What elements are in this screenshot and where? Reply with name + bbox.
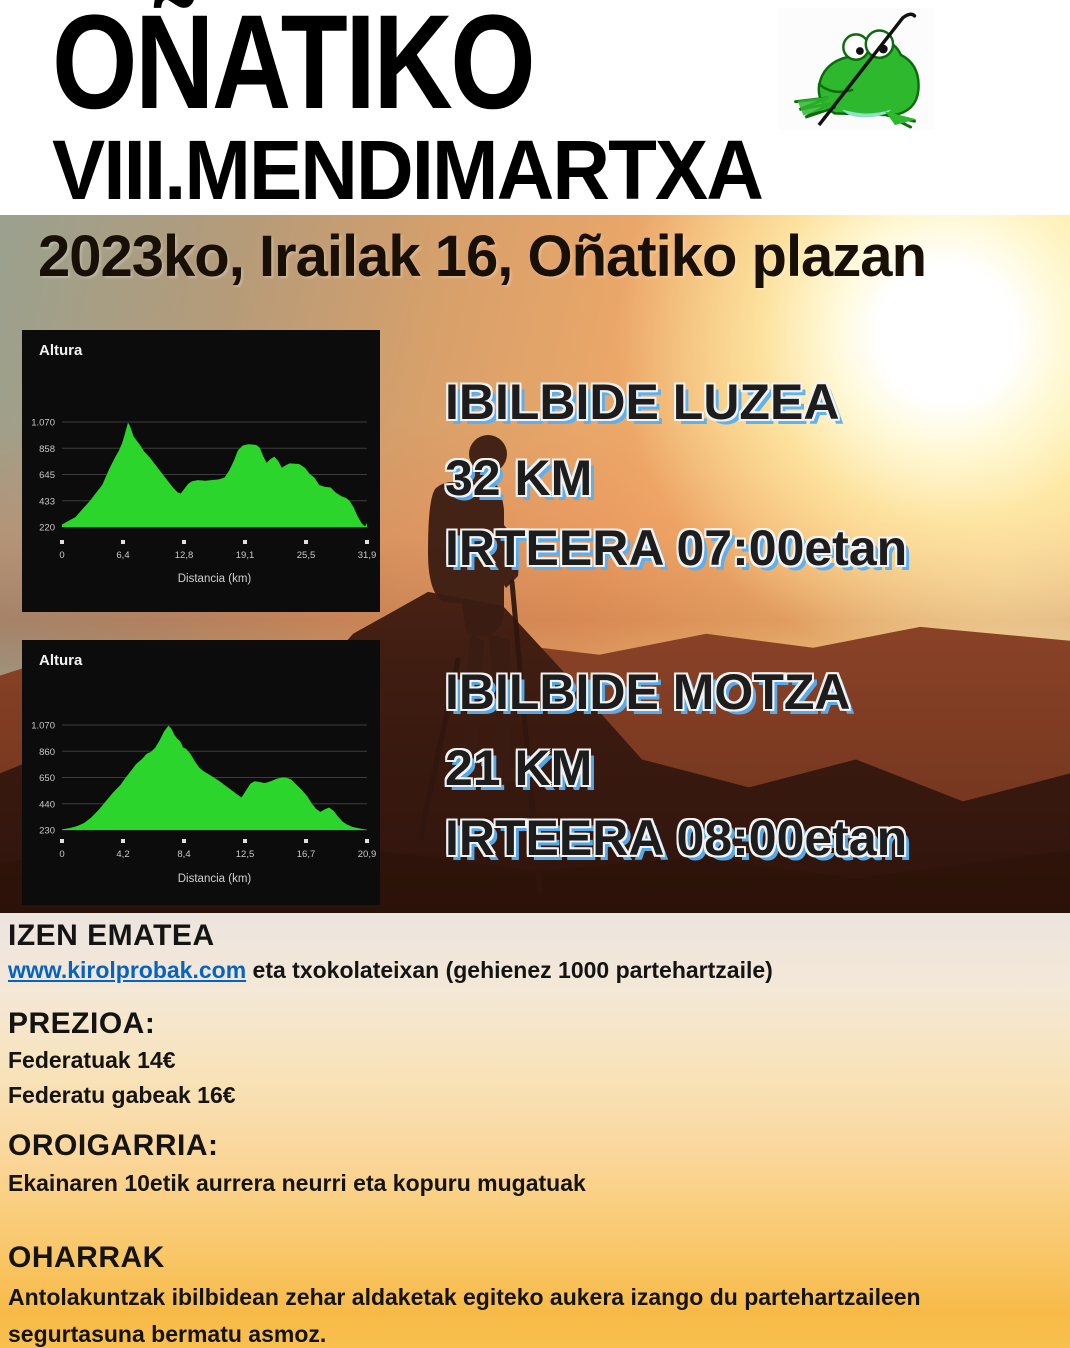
svg-text:0: 0 (59, 550, 64, 561)
notes-text: Antolakuntzak ibilbidean zehar aldaketak… (8, 1284, 921, 1347)
price-heading: PREZIOA: (8, 1007, 156, 1040)
event-subtitle: VIII.MENDIMARTXA (52, 123, 764, 217)
svg-text:0: 0 (59, 849, 64, 860)
frog-with-hiking-pole-icon (794, 12, 920, 129)
registration-line: www.kirolprobak.com eta txokolateixan (g… (8, 957, 773, 984)
short-route-distance: 21 KM (445, 740, 593, 796)
long-route-distance: 32 KM (445, 450, 593, 506)
registration-heading: IZEN EMATEA (8, 919, 215, 952)
svg-text:858: 858 (39, 444, 55, 455)
svg-text:20,9: 20,9 (358, 849, 377, 860)
registration-link[interactable]: www.kirolprobak.com (8, 957, 247, 983)
sunset-photo: 2023ko, Irailak 16, Oñatiko plazan 220 43… (0, 215, 1070, 913)
long-route-start: IRTEERA 07:00etan (445, 520, 908, 576)
svg-text:433: 433 (39, 496, 55, 507)
svg-text:4,2: 4,2 (116, 849, 129, 860)
svg-text:860: 860 (39, 747, 55, 758)
hiker-silhouette (417, 435, 543, 893)
svg-text:1.070: 1.070 (31, 721, 55, 732)
chart-title-altura: Altura (39, 652, 83, 669)
notes-heading: OHARRAK (8, 1241, 165, 1274)
price-line-federated: Federatuak 14€ (8, 1047, 176, 1073)
elevation-chart-short-plot: 230 440 650 860 1.070 0 4,2 8,4 12,5 16,7 20,9 Dist… (22, 640, 380, 910)
svg-text:1.070: 1.070 (31, 418, 55, 429)
event-date-line: 2023ko, Irailak 16, Oñatiko plazan (38, 224, 927, 289)
svg-text:220: 220 (39, 523, 55, 534)
svg-text:16,7: 16,7 (297, 849, 316, 860)
svg-text:650: 650 (39, 773, 55, 784)
svg-text:19,1: 19,1 (236, 550, 255, 561)
svg-text:31,9: 31,9 (358, 550, 377, 561)
elevation-chart-long: 220 433 645 858 1.070 0 6,4 12,8 19,1 25,5 31,9 Dis… (22, 330, 380, 612)
chart-title-altura: Altura (39, 342, 83, 359)
elevation-chart-short: 230 440 650 860 1.070 0 4,2 8,4 12,5 16,7 20,9 Dist… (22, 640, 380, 905)
svg-text:6,4: 6,4 (116, 550, 129, 561)
svg-text:12,5: 12,5 (236, 849, 255, 860)
svg-text:Distancia (km): Distancia (km) (178, 573, 252, 585)
svg-text:8,4: 8,4 (177, 849, 190, 860)
registration-rest: eta txokolateixan (gehienez 1000 parteha… (246, 957, 773, 983)
svg-text:230: 230 (39, 826, 55, 837)
svg-text:Distancia (km): Distancia (km) (178, 873, 252, 885)
elevation-chart-long-plot: 220 433 645 858 1.070 0 6,4 12,8 19,1 25,5 31,9 Dis… (22, 330, 380, 617)
short-route-start: IRTEERA 08:00etan (445, 810, 908, 866)
svg-text:440: 440 (39, 799, 55, 810)
souvenir-heading: OROIGARRIA: (8, 1129, 219, 1162)
price-line-non-federated: Federatu gabeak 16€ (8, 1082, 236, 1108)
poster-header: OÑATIKO VIII.MENDIMARTXA (0, 0, 1070, 217)
svg-text:25,5: 25,5 (297, 550, 316, 561)
info-section: IZEN EMATEA www.kirolprobak.com eta txok… (0, 913, 1070, 1348)
short-route-name: IBILBIDE MOTZA (445, 664, 851, 720)
frog-logo (778, 8, 934, 130)
long-route-name: IBILBIDE LUZEA (445, 374, 840, 430)
event-title: OÑATIKO (52, 0, 536, 137)
svg-text:12,8: 12,8 (175, 550, 194, 561)
svg-text:645: 645 (39, 470, 55, 481)
souvenir-text: Ekainaren 10etik aurrera neurri eta kopu… (8, 1170, 586, 1196)
